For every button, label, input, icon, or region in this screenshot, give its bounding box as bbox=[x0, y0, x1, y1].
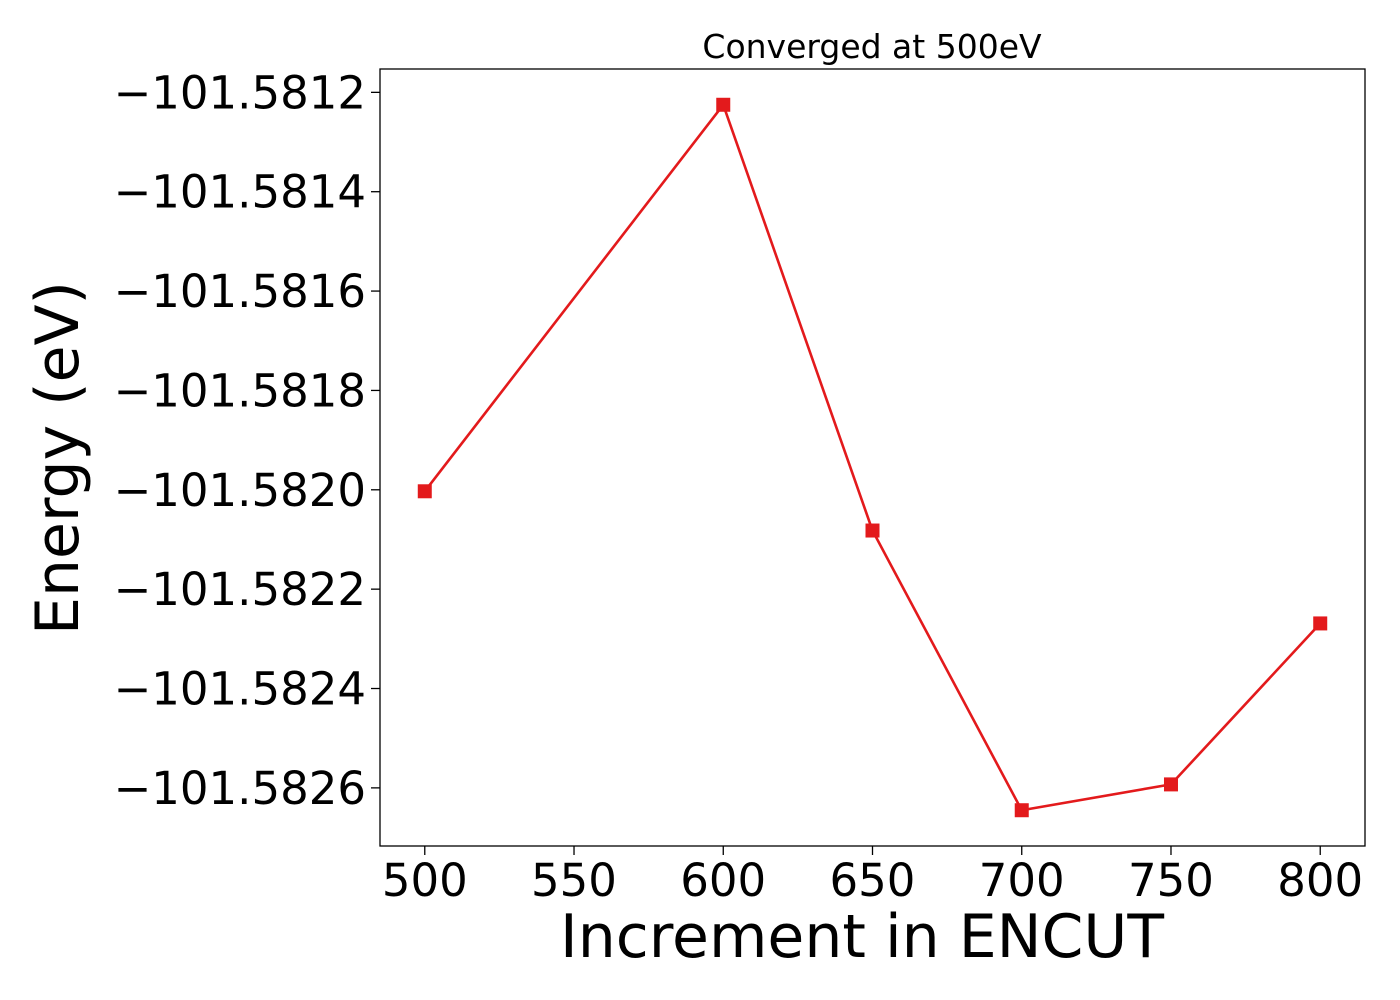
x-tick-label: 700 bbox=[979, 854, 1065, 907]
plot-area bbox=[417, 97, 1328, 818]
x-tick-label: 650 bbox=[830, 854, 916, 907]
y-axis-label: Energy (eV) bbox=[23, 281, 93, 635]
y-tick-label: −101.5812 bbox=[114, 66, 366, 119]
data-point-marker bbox=[1313, 616, 1328, 631]
y-tick-label: −101.5816 bbox=[114, 265, 366, 318]
data-point-marker bbox=[716, 97, 731, 112]
y-tick-label: −101.5820 bbox=[114, 464, 366, 517]
data-point-marker bbox=[417, 484, 432, 499]
x-axis-label: Increment in ENCUT bbox=[560, 902, 1164, 972]
plot-frame bbox=[379, 68, 1366, 847]
y-tick-label: −101.5826 bbox=[114, 762, 366, 815]
x-tick-label: 800 bbox=[1277, 854, 1363, 907]
y-tick-label: −101.5822 bbox=[114, 563, 366, 616]
data-point-marker bbox=[1014, 803, 1029, 818]
y-axis-ticks: −101.5826 −101.5824 −101.5822 −101.5820 −101… bbox=[114, 66, 380, 815]
chart-title: Converged at 500eV bbox=[702, 27, 1042, 66]
x-tick-label: 600 bbox=[680, 854, 766, 907]
x-tick-label: 750 bbox=[1128, 854, 1214, 907]
y-tick-label: −101.5814 bbox=[114, 166, 366, 219]
x-axis-ticks: 500 550 600 650 700 750 800 bbox=[382, 846, 1363, 907]
y-tick-label: −101.5818 bbox=[114, 364, 366, 417]
x-tick-label: 500 bbox=[382, 854, 468, 907]
data-point-marker bbox=[1163, 777, 1178, 792]
data-point-marker bbox=[865, 523, 880, 538]
x-tick-label: 550 bbox=[531, 854, 617, 907]
y-tick-label: −101.5824 bbox=[114, 663, 366, 716]
series-line bbox=[423, 103, 1322, 812]
